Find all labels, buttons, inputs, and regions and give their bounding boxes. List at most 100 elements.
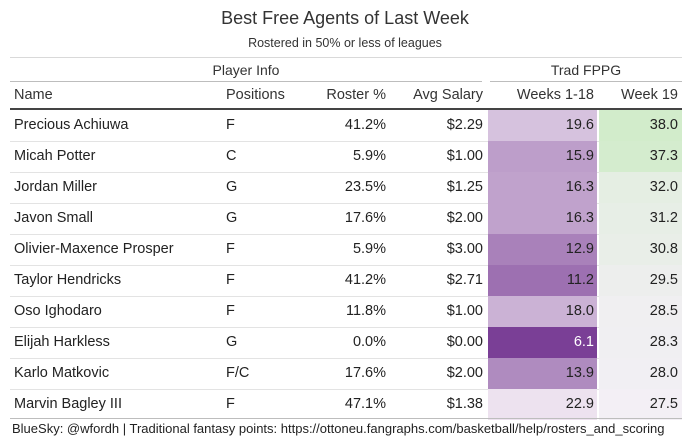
table-row: Taylor Hendricks F 41.2% $2.71 11.2 29.5 [10, 265, 682, 297]
cell-avg-salary: $2.00 [446, 365, 483, 381]
cell-week-19: 37.3 [649, 148, 678, 164]
cell-name: Javon Small [14, 210, 93, 226]
cell-avg-salary: $1.00 [446, 303, 483, 319]
cell-roster-pct: 11.8% [345, 303, 386, 319]
weeks-1-18-heat-cell [488, 327, 597, 358]
weeks-1-18-heat-cell [488, 110, 597, 141]
table-row: Javon Small G 17.6% $2.00 16.3 31.2 [10, 203, 682, 235]
week-19-heat-cell [599, 203, 682, 234]
chart-subtitle: Rostered in 50% or less of leagues [248, 36, 442, 50]
cell-weeks-1-18: 16.3 [565, 210, 594, 226]
cell-positions: F/C [226, 365, 250, 381]
cell-name: Elijah Harkless [14, 334, 110, 350]
cell-name: Marvin Bagley III [14, 396, 122, 412]
cell-positions: F [226, 117, 235, 133]
weeks-1-18-heat-cell [488, 141, 597, 172]
weeks-1-18-heat-cell [488, 296, 597, 327]
cell-roster-pct: 47.1% [344, 396, 386, 412]
footer-note: BlueSky: @wfordh | Traditional fantasy p… [12, 421, 665, 436]
cell-week-19: 28.0 [649, 365, 678, 381]
weeks-1-18-heat-cell [488, 234, 597, 265]
weeks-1-18-heat-cell [488, 265, 597, 296]
week-19-heat-cell [599, 172, 682, 203]
cell-name: Oso Ighodaro [14, 303, 102, 319]
col-header-name: Name [14, 87, 53, 103]
cell-week-19: 28.5 [649, 303, 678, 319]
spanner-trad-fppg-line [490, 81, 682, 82]
weeks-1-18-heat-cell [488, 389, 597, 420]
col-header-week-19: Week 19 [621, 87, 678, 103]
cell-weeks-1-18: 6.1 [573, 334, 594, 350]
week-19-heat-cell [599, 358, 682, 389]
cell-positions: F [226, 272, 235, 288]
week-19-heat-cell [599, 141, 682, 172]
cell-weeks-1-18: 15.9 [565, 148, 594, 164]
cell-avg-salary: $2.00 [446, 210, 483, 226]
cell-roster-pct: 41.2% [344, 117, 386, 133]
table-row: Jordan Miller G 23.5% $1.25 16.3 32.0 [10, 172, 682, 204]
cell-name: Karlo Matkovic [14, 365, 110, 381]
cell-weeks-1-18: 19.6 [565, 117, 594, 133]
cell-week-19: 38.0 [649, 117, 678, 133]
spanner-trad-fppg: Trad FPPG [550, 62, 622, 78]
cell-weeks-1-18: 16.3 [565, 179, 594, 195]
table-row: Oso Ighodaro F 11.8% $1.00 18.0 28.5 [10, 296, 682, 328]
col-header-avg-salary: Avg Salary [413, 87, 483, 103]
week-19-heat-cell [599, 327, 682, 358]
cell-name: Olivier-Maxence Prosper [14, 241, 174, 257]
cell-positions: F [226, 303, 235, 319]
top-rule [10, 57, 682, 58]
cell-week-19: 27.5 [649, 396, 678, 412]
col-header-positions: Positions [226, 87, 285, 103]
cell-weeks-1-18: 11.2 [566, 272, 594, 288]
col-header-roster-pct: Roster % [326, 87, 386, 103]
cell-name: Precious Achiuwa [14, 117, 129, 133]
week-19-heat-cell [599, 265, 682, 296]
col-header-weeks-1-18: Weeks 1-18 [516, 87, 594, 103]
cell-positions: F [226, 241, 235, 257]
cell-roster-pct: 23.5% [344, 179, 386, 195]
cell-roster-pct: 5.9% [352, 148, 386, 164]
cell-weeks-1-18: 12.9 [565, 241, 594, 257]
cell-roster-pct: 5.9% [352, 241, 386, 257]
weeks-1-18-heat-cell [488, 172, 597, 203]
cell-roster-pct: 41.2% [344, 272, 386, 288]
table-row: Karlo Matkovic F/C 17.6% $2.00 13.9 28.0 [10, 358, 682, 390]
cell-positions: G [226, 210, 238, 226]
cell-name: Micah Potter [14, 148, 96, 164]
spanner-player-info: Player Info [212, 62, 280, 78]
cell-week-19: 30.8 [649, 241, 678, 257]
cell-name: Jordan Miller [14, 179, 97, 195]
cell-week-19: 28.3 [649, 334, 678, 350]
cell-weeks-1-18: 13.9 [565, 365, 594, 381]
cell-avg-salary: $1.38 [446, 396, 483, 412]
bottom-rule [10, 418, 682, 419]
cell-roster-pct: 17.6% [344, 210, 386, 226]
table-row: Precious Achiuwa F 41.2% $2.29 19.6 38.0 [10, 110, 682, 142]
chart-title: Best Free Agents of Last Week [221, 8, 469, 28]
table-row: Elijah Harkless G 0.0% $0.00 6.1 28.3 [10, 327, 682, 359]
cell-avg-salary: $1.25 [446, 179, 483, 195]
cell-name: Taylor Hendricks [14, 272, 122, 288]
week-19-heat-cell [599, 234, 682, 265]
cell-avg-salary: $0.00 [446, 334, 483, 350]
table-row: Marvin Bagley III F 47.1% $1.38 22.9 27.5 [10, 389, 682, 420]
weeks-1-18-heat-cell [488, 203, 597, 234]
cell-positions: F [226, 396, 235, 412]
cell-positions: C [226, 148, 237, 164]
week-19-heat-cell [599, 389, 682, 420]
table-row: Micah Potter C 5.9% $1.00 15.9 37.3 [10, 141, 682, 173]
cell-positions: G [226, 179, 238, 195]
cell-positions: G [226, 334, 238, 350]
week-19-heat-cell [599, 296, 682, 327]
cell-weeks-1-18: 18.0 [565, 303, 594, 319]
cell-week-19: 32.0 [649, 179, 678, 195]
weeks-1-18-heat-cell [488, 358, 597, 389]
table-row: Olivier-Maxence Prosper F 5.9% $3.00 12.9 30.… [10, 234, 682, 266]
cell-avg-salary: $2.29 [446, 117, 483, 133]
week-19-heat-cell [599, 110, 682, 141]
cell-week-19: 29.5 [649, 272, 678, 288]
cell-avg-salary: $3.00 [446, 241, 483, 257]
cell-avg-salary: $1.00 [446, 148, 483, 164]
cell-week-19: 31.2 [649, 210, 678, 226]
